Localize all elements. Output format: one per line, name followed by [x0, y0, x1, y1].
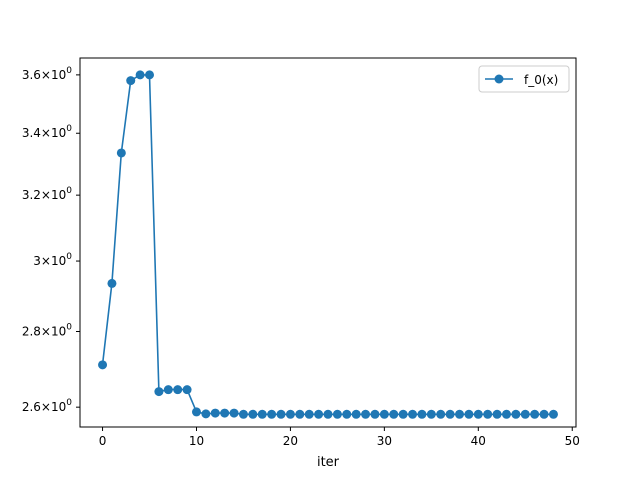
series-layer — [98, 70, 558, 419]
data-point — [145, 70, 155, 80]
x-tick-label: 10 — [189, 434, 204, 448]
x-axis-ticks: 0 10 20 30 40 50 — [99, 427, 580, 448]
data-point — [163, 385, 173, 395]
data-point — [126, 76, 136, 86]
data-point — [323, 409, 333, 419]
y-tick-label: 2.6×100 — [22, 398, 72, 414]
y-tick-label: 3.6×100 — [22, 66, 72, 82]
data-point — [445, 409, 455, 419]
data-point — [201, 409, 211, 419]
x-axis-label: iter — [317, 455, 340, 470]
data-point — [154, 387, 164, 397]
data-point — [417, 409, 427, 419]
y-tick-label: 3.4×100 — [22, 124, 72, 140]
data-point — [370, 409, 380, 419]
data-point — [436, 409, 446, 419]
data-point — [342, 409, 352, 419]
data-point — [238, 409, 248, 419]
data-point — [379, 409, 389, 419]
y-tick-label: 3×100 — [33, 252, 72, 268]
y-axis-ticks: 2.6×100 2.8×100 3×100 3.2×100 3.4×100 3.6×100 — [22, 66, 80, 414]
data-point — [361, 409, 371, 419]
data-point — [304, 409, 314, 419]
data-point — [483, 409, 493, 419]
legend: f_0(x) — [478, 65, 570, 93]
data-point — [135, 70, 145, 80]
data-point — [408, 409, 418, 419]
data-point — [464, 409, 474, 419]
data-point — [116, 148, 126, 158]
data-point — [98, 360, 108, 370]
x-tick-label: 40 — [471, 434, 486, 448]
data-point — [473, 409, 483, 419]
x-tick-label: 30 — [377, 434, 392, 448]
data-point — [520, 409, 530, 419]
data-point — [351, 409, 361, 419]
data-point — [182, 385, 192, 395]
data-point — [107, 278, 117, 288]
legend-box — [478, 65, 570, 93]
data-point — [314, 409, 324, 419]
data-point — [389, 409, 399, 419]
data-point — [455, 409, 465, 419]
data-point — [267, 409, 277, 419]
data-point — [492, 409, 502, 419]
data-point — [276, 409, 286, 419]
data-point — [530, 409, 540, 419]
x-tick-label: 20 — [283, 434, 298, 448]
data-point — [285, 409, 295, 419]
data-point — [511, 409, 521, 419]
data-point — [257, 409, 267, 419]
data-point — [548, 409, 558, 419]
data-point — [332, 409, 342, 419]
x-tick-label: 0 — [99, 434, 107, 448]
y-tick-label: 2.8×100 — [22, 322, 72, 338]
x-tick-label: 50 — [565, 434, 580, 448]
data-point — [248, 409, 258, 419]
data-point — [501, 409, 511, 419]
data-point — [220, 408, 230, 418]
legend-label: f_0(x) — [524, 73, 558, 87]
data-point — [191, 407, 201, 417]
data-point — [398, 409, 408, 419]
legend-marker — [494, 74, 504, 84]
data-point — [426, 409, 436, 419]
data-point — [210, 408, 220, 418]
axes-frame — [79, 57, 577, 428]
data-point — [173, 385, 183, 395]
data-point — [229, 408, 239, 418]
y-tick-label: 3.2×100 — [22, 186, 72, 202]
data-point — [539, 409, 549, 419]
data-point — [295, 409, 305, 419]
